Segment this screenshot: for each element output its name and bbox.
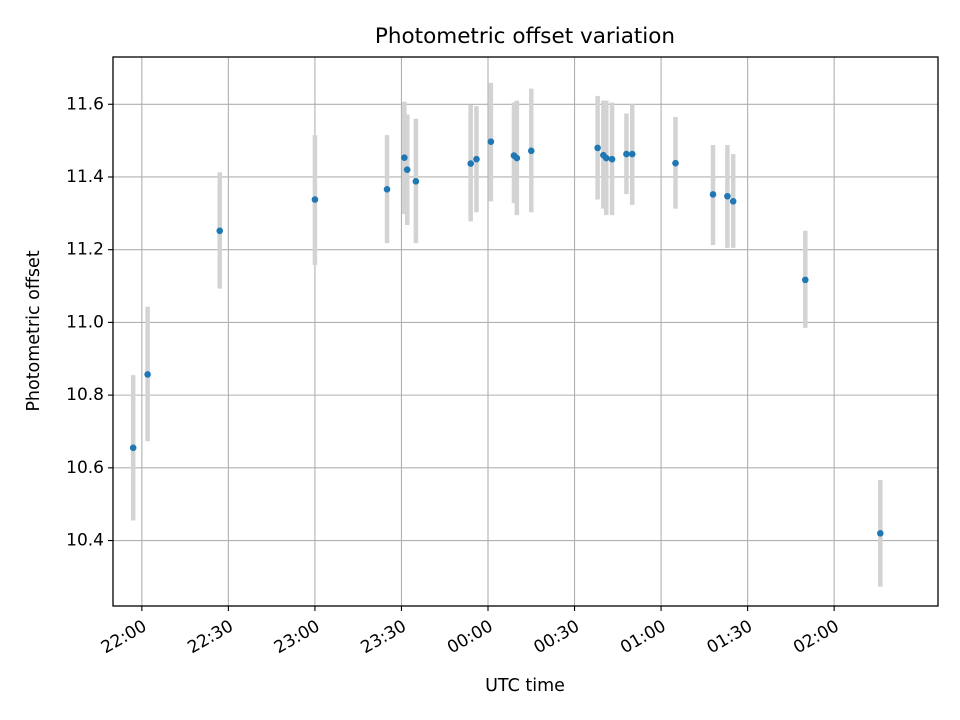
data-point [802, 276, 809, 284]
y-tick-label: 10.8 [66, 385, 104, 405]
data-point [724, 192, 731, 200]
x-tick-label: 22:30 [184, 616, 236, 658]
data-point [527, 147, 535, 155]
data-point [144, 371, 151, 378]
data-point [129, 444, 137, 452]
x-tick-label: 23:00 [271, 616, 323, 658]
y-tick-label: 10.4 [66, 531, 104, 551]
data-point [709, 191, 717, 198]
x-tick-label: 00:00 [444, 616, 496, 658]
point-layer [129, 138, 884, 537]
x-tick-label: 02:00 [790, 616, 842, 658]
y-tick-label: 11.6 [66, 94, 104, 114]
data-point [729, 198, 737, 205]
data-point [602, 154, 610, 162]
data-point [672, 159, 679, 167]
y-tick-label: 10.6 [66, 458, 104, 478]
data-point [401, 154, 408, 162]
chart-title: Photometric offset variation [375, 24, 675, 49]
data-point [877, 529, 884, 537]
data-point [403, 166, 411, 174]
x-axis-label: UTC time [485, 676, 565, 696]
y-tick-label: 11.2 [66, 240, 104, 260]
y-tick-label: 11.4 [66, 167, 104, 187]
data-point [473, 155, 480, 163]
data-point [487, 138, 495, 146]
y-tick-label: 11.0 [66, 312, 104, 332]
data-point [311, 196, 319, 203]
grid-layer [113, 57, 938, 606]
x-tick-label: 01:00 [617, 616, 669, 658]
data-point [216, 227, 224, 235]
data-point [608, 155, 616, 163]
x-tick-label: 22:00 [98, 616, 150, 658]
data-point [594, 144, 601, 152]
x-tick-label: 01:30 [704, 616, 756, 658]
x-tick-label: 23:30 [357, 616, 409, 658]
errorbar-layer [130, 82, 883, 587]
data-point [467, 160, 474, 167]
y-axis-label: Photometric offset [24, 250, 44, 411]
x-tick-label: 00:30 [531, 616, 583, 658]
data-point [628, 150, 636, 158]
data-point [513, 154, 521, 162]
data-point [383, 186, 391, 193]
data-point [623, 150, 630, 158]
data-point [412, 178, 420, 185]
plot-frame [112, 56, 939, 607]
